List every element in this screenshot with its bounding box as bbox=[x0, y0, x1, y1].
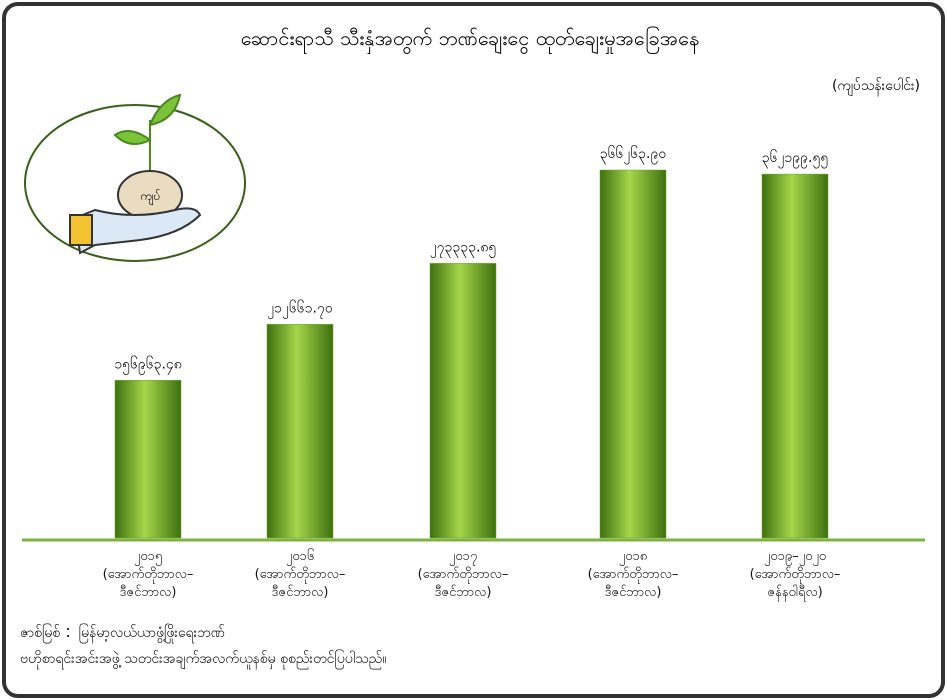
value-label: ၁၅၆၉၆၃.၄၈ bbox=[114, 356, 182, 374]
source-note: ဇာစ်မြစ် ：မြန်မာ့လယ်ယာဖွံ့ဖြိုးရေးဘဏ် ဗဟ… bbox=[20, 620, 386, 672]
bar bbox=[600, 170, 666, 538]
bar bbox=[267, 324, 333, 538]
x-tick-label: ၂၀၁၉–၂၀၂၀ (အောက်တိုဘာလ– ဇန်နဝါရီလ) bbox=[715, 548, 875, 602]
cuff bbox=[70, 215, 92, 245]
bar bbox=[430, 263, 496, 538]
x-tick-label: ၂၀၁၇ (အောက်တိုဘာလ– ဒီဇင်ဘာလ) bbox=[383, 548, 543, 602]
x-tick-label: ၂၀၁၅ (အောက်တိုဘာလ– ဒီဇင်ဘာလ) bbox=[68, 548, 228, 602]
value-label: ၂၇၃၃၃၃.၈၅ bbox=[430, 239, 497, 257]
value-label: ၃၆၂၁၉၉.၅၅ bbox=[762, 150, 829, 168]
x-tick-label: ၂၀၁၆ (အောက်တိုဘာလ– ဒီဇင်ဘာလ) bbox=[220, 548, 380, 602]
x-tick-label: ၂၀၁၈ (အောက်တိုဘာလ– ဒီဇင်ဘာလ) bbox=[553, 548, 713, 602]
bar bbox=[762, 174, 828, 538]
unit-label: (ကျပ်သန်းပေါင်း) bbox=[832, 78, 920, 96]
chart-title: ဆောင်းရာသီ သီးနှံအတွက် ဘဏ်ချေးငွေ ထုတ်ချ… bbox=[241, 26, 700, 54]
bar bbox=[115, 380, 181, 538]
value-label: ၃၆၆၂၆၃.၉၀ bbox=[600, 146, 667, 164]
page: ဆောင်းရာသီ သီးနှံအတွက် ဘဏ်ချေးငွေ ထုတ်ချ… bbox=[0, 0, 947, 700]
value-label: ၂၁၂၆၆၁.၇၀ bbox=[267, 300, 333, 318]
